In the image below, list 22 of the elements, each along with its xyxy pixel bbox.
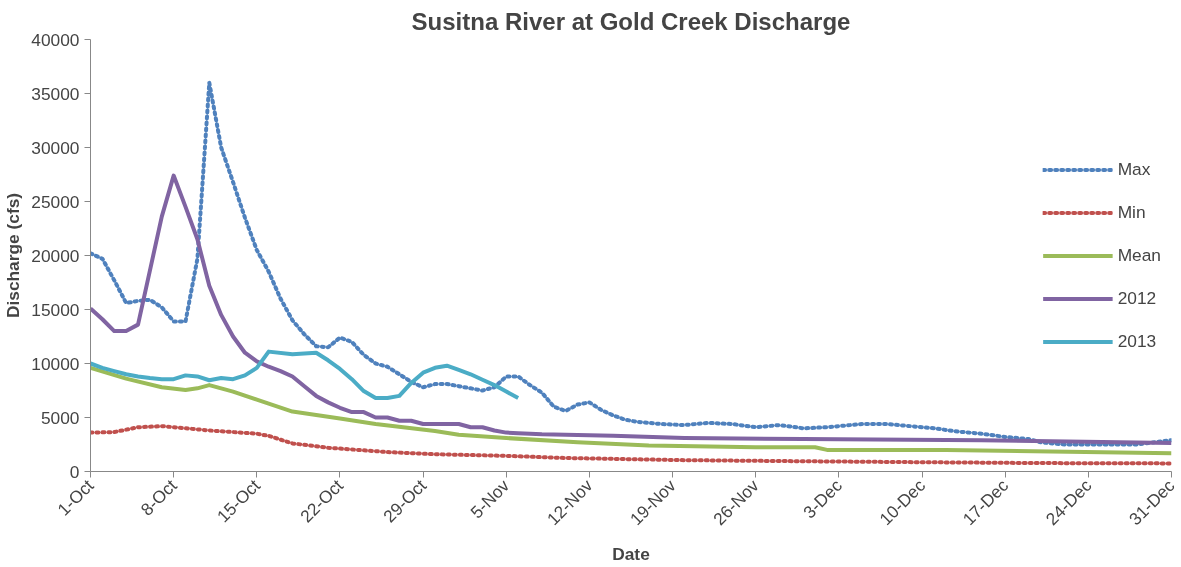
y-tick-label: 25000 xyxy=(31,191,80,212)
legend-label: Min xyxy=(1117,201,1146,223)
legend-label: 2013 xyxy=(1117,330,1157,352)
y-tick-label: 40000 xyxy=(31,29,80,50)
line-series xyxy=(90,173,1172,445)
y-tick-label: 20000 xyxy=(31,245,80,266)
line-series xyxy=(90,365,1172,456)
line-series xyxy=(90,349,521,401)
y-axis-title: Discharge (cfs) xyxy=(3,192,24,319)
legend-label: Mean xyxy=(1117,244,1161,266)
legend-label: 2012 xyxy=(1117,287,1157,309)
x-axis-title: Date xyxy=(612,544,651,565)
chart-title: Susitna River at Gold Creek Discharge xyxy=(411,7,851,35)
y-tick-label: 5000 xyxy=(40,407,80,428)
line-series xyxy=(90,80,1172,447)
y-tick-label: 0 xyxy=(69,461,80,482)
line-series xyxy=(90,424,1172,466)
legend-label: Max xyxy=(1117,158,1151,180)
y-tick-label: 35000 xyxy=(31,83,80,104)
y-tick-label: 15000 xyxy=(31,299,80,320)
y-tick-label: 10000 xyxy=(31,353,80,374)
y-tick-label: 30000 xyxy=(31,137,80,158)
